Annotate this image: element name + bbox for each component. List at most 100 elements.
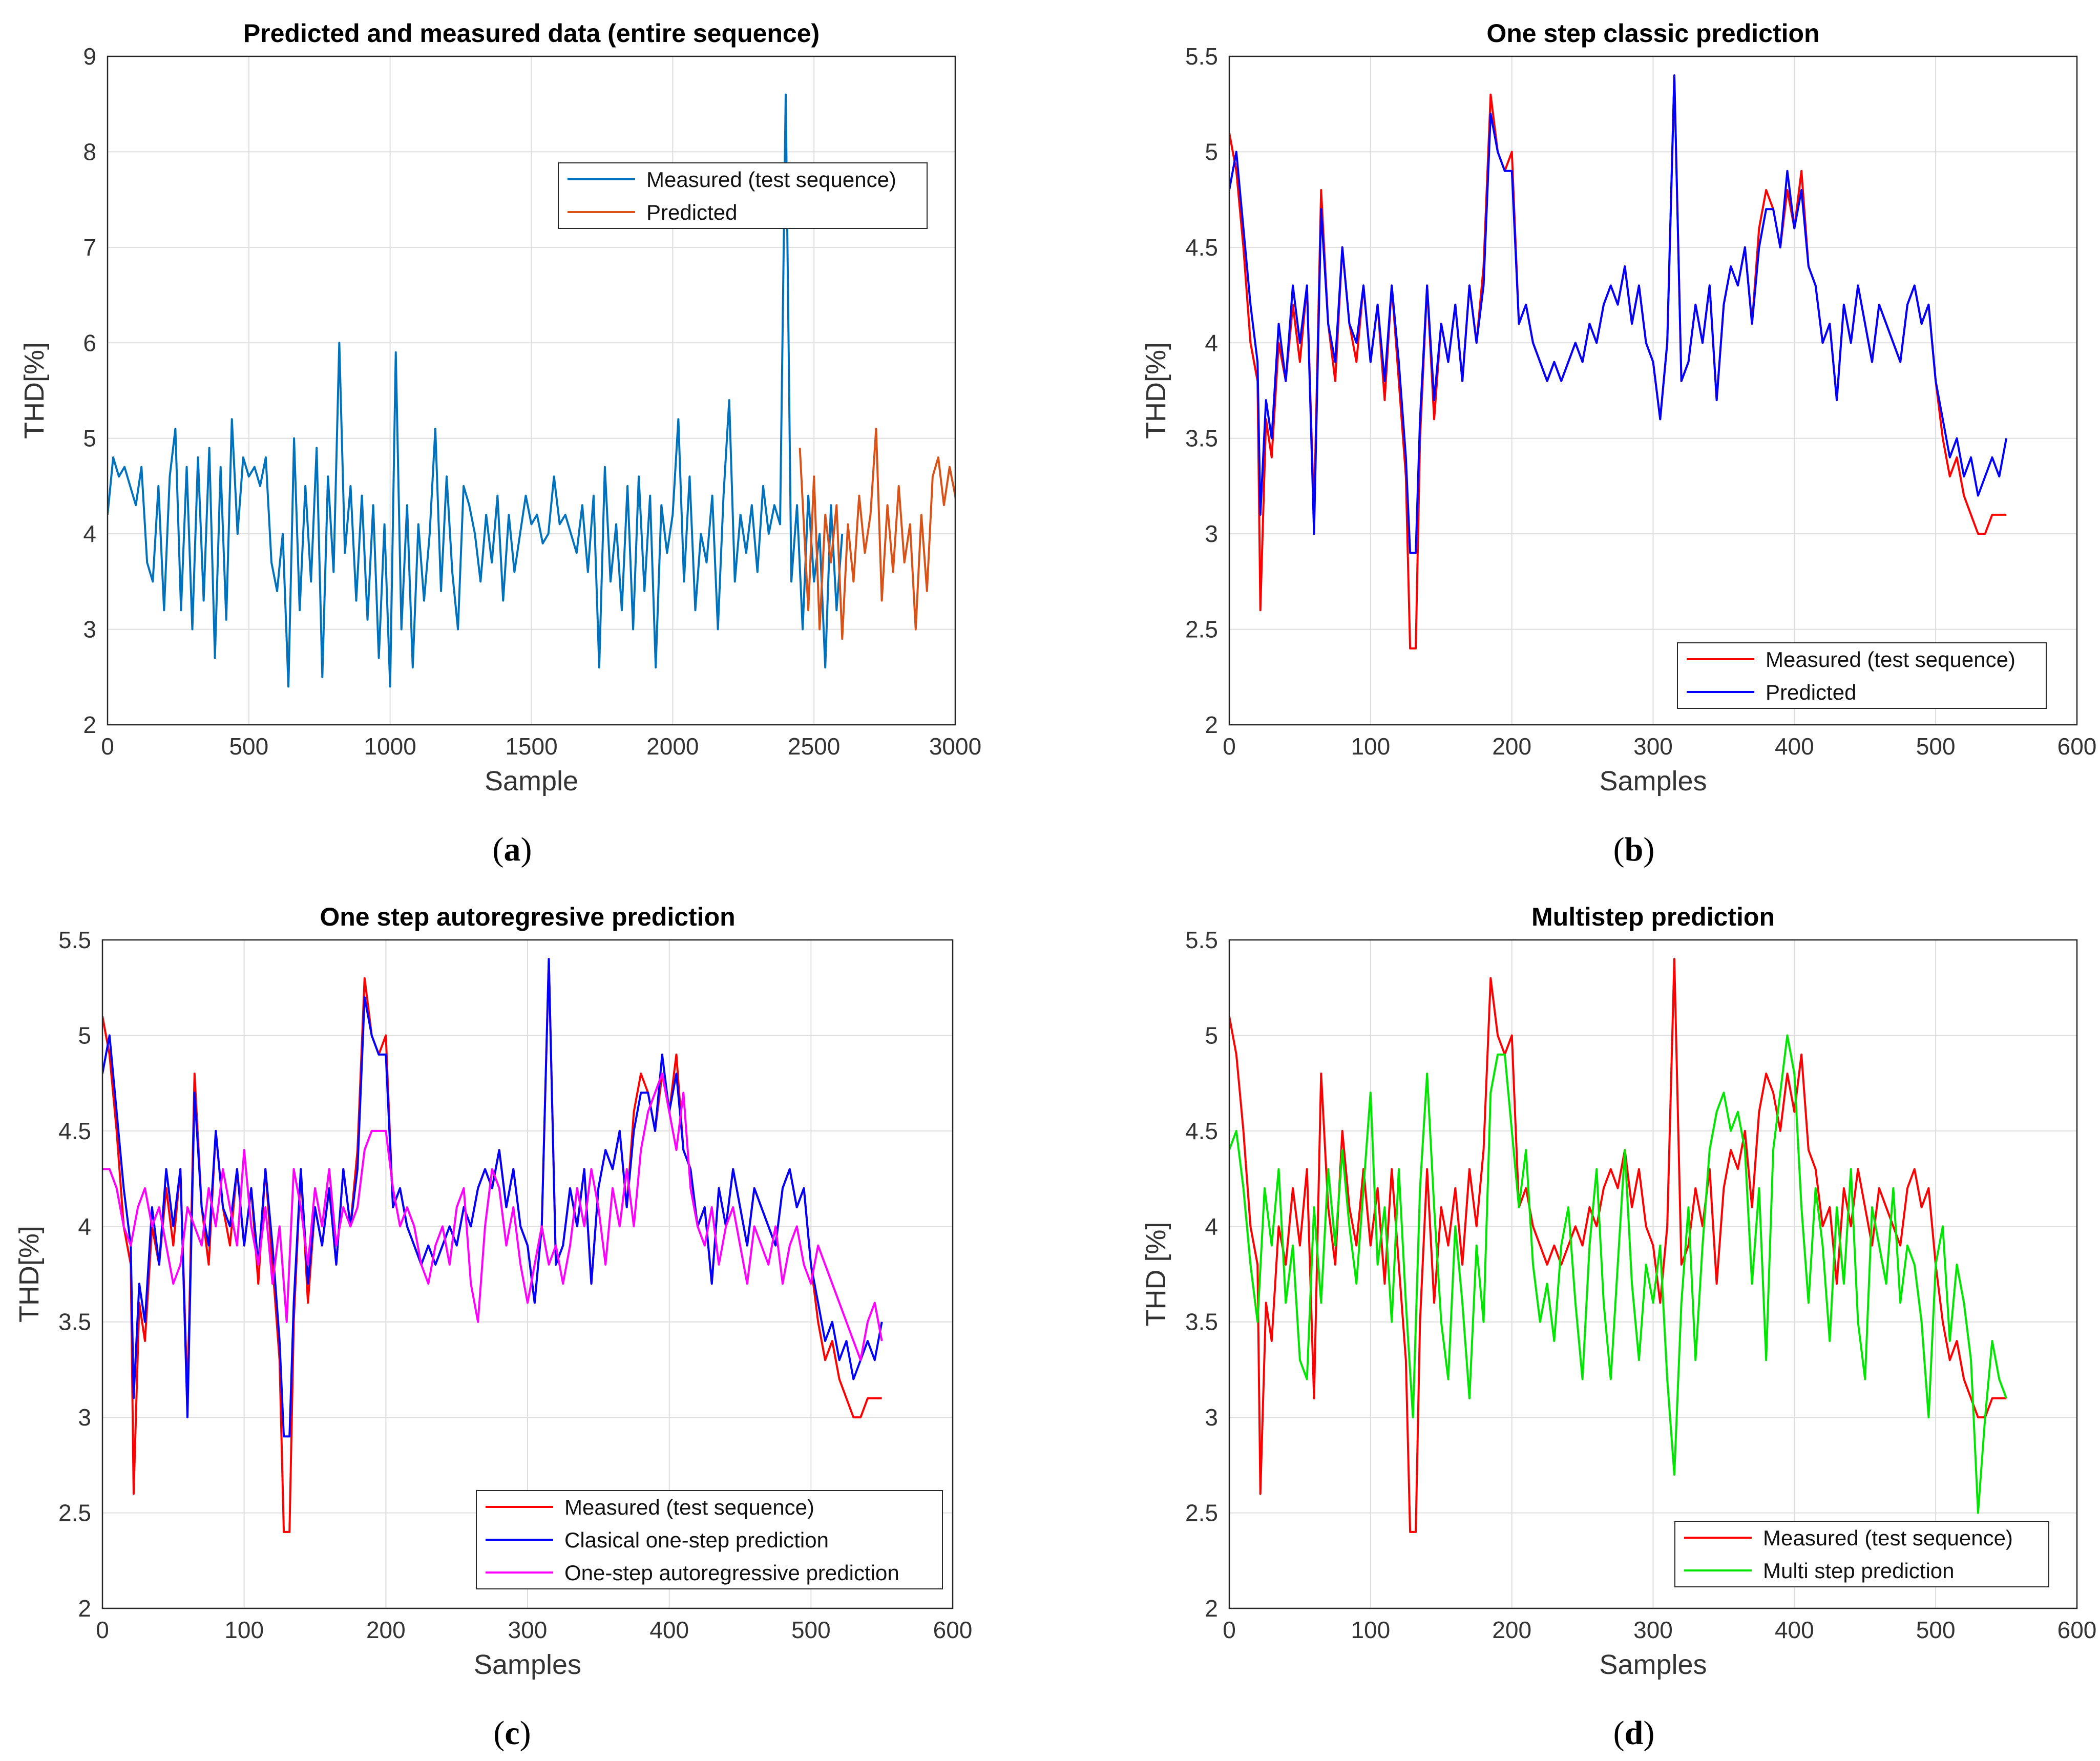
x-tick-label: 0 [101, 733, 114, 760]
chart-title: Multistep prediction [1531, 903, 1775, 931]
y-tick-label: 5.5 [58, 927, 91, 953]
series-line-2 [102, 958, 883, 1438]
panel-caption: (d) [1613, 1714, 1655, 1752]
x-tick-label: 100 [1351, 1617, 1390, 1643]
x-tick-label: 2500 [788, 733, 840, 760]
chart-panel-c: 0 100 200 300 400 500 600 2 2.5 3 3.5 4 4.5 5 5.5 One s… [14, 903, 972, 1752]
panel-caption: (c) [493, 1714, 531, 1752]
y-tick-label: 7 [83, 234, 96, 261]
y-tick-label: 5 [83, 425, 96, 452]
y-tick-label: 2.5 [58, 1500, 91, 1526]
y-tick-label: 3 [83, 616, 96, 643]
y-tick-label: 2.5 [1185, 616, 1218, 643]
x-tick-label: 3000 [929, 733, 981, 760]
y-tick-label: 3 [78, 1404, 91, 1431]
y-tick-label: 4.5 [1185, 234, 1218, 261]
legend-entry-label: Predicted [1766, 680, 1856, 704]
legend-box [558, 162, 928, 229]
y-tick-label: 4.5 [58, 1118, 91, 1144]
x-tick-label: 100 [224, 1617, 264, 1643]
x-tick-label: 600 [2057, 733, 2097, 760]
legend-entry-label: Measured (test sequence) [564, 1495, 814, 1519]
x-tick-label: 1500 [505, 733, 557, 760]
x-tick-label: 500 [1916, 733, 1956, 760]
x-tick-label: 400 [1775, 1617, 1814, 1643]
legend: Measured (test sequence) Predicted [1677, 642, 2047, 709]
legend: Measured (test sequence) Predicted [558, 162, 928, 229]
series-line-2 [1229, 1034, 2007, 1514]
series-line-3 [102, 1073, 883, 1361]
y-axis-label: THD [%] [1141, 1222, 1171, 1326]
y-axis-label: THD[%] [14, 1226, 45, 1323]
x-tick-label: 500 [1916, 1617, 1956, 1643]
y-tick-label: 3.5 [1185, 425, 1218, 452]
y-tick-label: 2 [1205, 711, 1218, 738]
x-tick-label: 500 [791, 1617, 831, 1643]
y-axis-label: THD[%] [1141, 342, 1171, 439]
x-tick-label: 300 [1633, 733, 1673, 760]
x-tick-label: 500 [229, 733, 268, 760]
y-tick-label: 5 [1205, 138, 1218, 165]
x-axis-label: Samples [1599, 766, 1707, 796]
series-line-2 [799, 428, 955, 640]
x-tick-label: 1000 [364, 733, 416, 760]
x-axis-label: Sample [485, 766, 578, 796]
y-tick-label: 5.5 [1185, 927, 1218, 953]
x-tick-label: 400 [1775, 733, 1814, 760]
chart-panel-d: 0 100 200 300 400 500 600 2 2.5 3 3.5 4 4.5 5 5.5 Multi… [1141, 903, 2096, 1752]
plot-frame [1228, 55, 2078, 726]
y-tick-label: 4 [83, 520, 96, 547]
legend-entry-label: Measured (test sequence) [1763, 1526, 2013, 1550]
series-line-2 [1229, 74, 2008, 554]
panel-caption: (b) [1613, 831, 1655, 868]
x-tick-label: 300 [508, 1617, 548, 1643]
plot-frame [1228, 939, 2078, 1609]
y-tick-label: 2 [83, 711, 96, 738]
y-tick-label: 5 [78, 1022, 91, 1049]
chart-panel-b: 0 100 200 300 400 500 600 2 2.5 3 3.5 4 4.5 5 5.5 One s… [1141, 19, 2096, 868]
legend: Measured (test sequence) Clasical one-ste… [476, 1490, 943, 1589]
x-axis-label: Samples [1599, 1649, 1707, 1680]
x-tick-label: 300 [1633, 1617, 1673, 1643]
y-tick-label: 4 [1205, 1213, 1218, 1240]
chart-title: One step classic prediction [1486, 19, 1819, 48]
chart-title: Predicted and measured data (entire sequ… [243, 19, 820, 48]
x-tick-label: 600 [2057, 1617, 2097, 1643]
y-tick-label: 3 [1205, 520, 1218, 547]
legend-entry-label: Measured (test sequence) [1766, 647, 2015, 672]
x-tick-label: 0 [1223, 1617, 1236, 1643]
x-tick-label: 0 [96, 1617, 109, 1643]
x-tick-label: 2000 [646, 733, 699, 760]
legend-entry-label: Predicted [646, 200, 737, 224]
x-tick-label: 0 [1223, 733, 1236, 760]
panel-caption: (a) [493, 831, 532, 868]
x-tick-label: 600 [933, 1617, 973, 1643]
x-tick-label: 200 [366, 1617, 406, 1643]
x-tick-label: 100 [1351, 733, 1390, 760]
legend: Measured (test sequence) Multi step predi… [1674, 1521, 2049, 1587]
y-tick-label: 2 [78, 1595, 91, 1622]
y-tick-label: 5.5 [1185, 43, 1218, 70]
y-tick-label: 3 [1205, 1404, 1218, 1431]
legend-entry-label: Measured (test sequence) [646, 167, 896, 192]
y-tick-label: 6 [83, 329, 96, 356]
plot-frame [101, 939, 954, 1609]
series-line-1 [1229, 958, 2007, 1533]
y-tick-label: 2 [1205, 1595, 1218, 1622]
x-tick-label: 200 [1492, 1617, 1531, 1643]
legend-entry-label: Clasical one-step prediction [564, 1528, 829, 1552]
y-axis-label: THD[%] [19, 342, 50, 439]
y-tick-label: 2.5 [1185, 1500, 1218, 1526]
legend-entry-label: Multi step prediction [1763, 1559, 1955, 1583]
y-tick-label: 3.5 [1185, 1309, 1218, 1335]
x-tick-label: 400 [649, 1617, 689, 1643]
chart-panel-a: 0 500 1000 1500 2000 2500 3000 2 3 4 5 6 7 8 9 Predicte… [19, 19, 981, 868]
x-tick-label: 200 [1492, 733, 1531, 760]
series-line-1 [108, 93, 844, 688]
y-tick-label: 5 [1205, 1022, 1218, 1049]
plot-frame [107, 55, 956, 726]
x-axis-label: Samples [474, 1649, 581, 1680]
legend-box [1674, 1521, 2049, 1587]
y-tick-label: 9 [83, 43, 96, 70]
